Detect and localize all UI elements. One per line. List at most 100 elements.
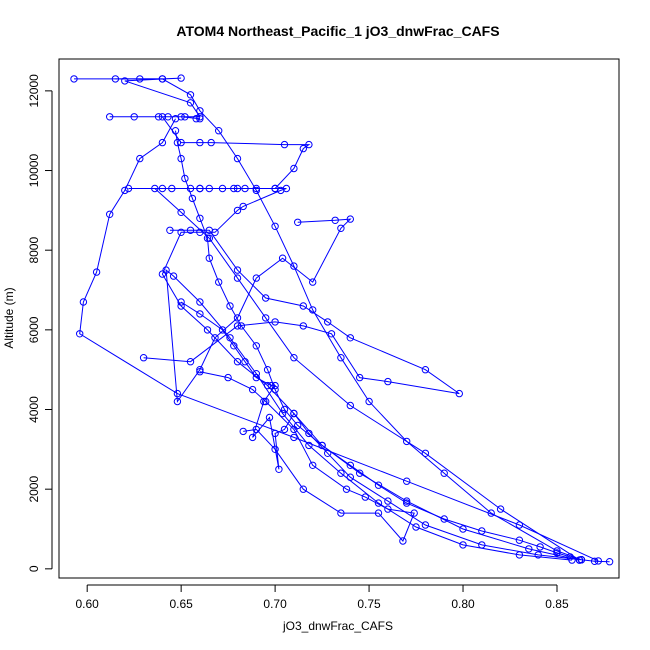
- data-point: [186, 226, 195, 235]
- data-point: [290, 354, 298, 362]
- data-point: [290, 262, 298, 270]
- data-point: [267, 381, 275, 390]
- data-point: [196, 310, 204, 318]
- data-point: [553, 547, 561, 555]
- data-point: [337, 509, 345, 517]
- data-point: [196, 366, 204, 374]
- data-point: [403, 497, 411, 505]
- data-point: [290, 164, 298, 173]
- data-point: [459, 541, 467, 549]
- data-point: [594, 557, 602, 565]
- data-point: [365, 397, 373, 406]
- data-point: [384, 505, 392, 513]
- data-point: [177, 208, 185, 217]
- data-point: [177, 154, 185, 163]
- y-tick-label: 6000: [27, 316, 41, 343]
- data-point: [384, 497, 392, 505]
- data-point: [271, 429, 279, 438]
- data-point: [248, 385, 257, 394]
- data-point: [215, 127, 223, 135]
- data-point: [196, 298, 204, 306]
- data-point: [136, 154, 144, 163]
- data-point: [374, 481, 383, 489]
- data-point: [299, 302, 307, 310]
- data-point: [262, 294, 270, 302]
- series-4: [111, 75, 586, 564]
- data-point: [403, 477, 411, 485]
- data-point: [79, 298, 88, 306]
- data-point: [158, 184, 167, 193]
- series-line: [79, 118, 599, 562]
- x-tick-label: 0.65: [169, 597, 193, 611]
- data-point: [374, 509, 383, 517]
- data-point: [331, 216, 339, 225]
- data-point: [361, 493, 369, 501]
- data-point: [421, 521, 430, 529]
- x-tick-label: 0.80: [451, 597, 475, 611]
- data-point: [346, 334, 354, 342]
- y-tick-label: 2000: [27, 476, 41, 503]
- data-point: [384, 377, 392, 386]
- data-point: [327, 330, 336, 338]
- series-line: [175, 130, 610, 563]
- series-line: [115, 78, 582, 561]
- data-point: [299, 485, 307, 493]
- data-point: [309, 461, 317, 469]
- data-point: [590, 557, 599, 565]
- data-point: [205, 226, 214, 235]
- x-tick-label: 0.60: [76, 597, 100, 611]
- data-point: [196, 228, 204, 237]
- data-point: [211, 334, 219, 342]
- series-line: [143, 229, 460, 395]
- data-point: [192, 115, 200, 123]
- data-point: [410, 509, 418, 517]
- data-point: [263, 366, 272, 374]
- plot-frame: [58, 58, 620, 579]
- data-point: [106, 210, 114, 219]
- data-point: [111, 75, 120, 83]
- series-3: [70, 74, 204, 123]
- data-point: [92, 268, 101, 276]
- series-10: [196, 368, 418, 545]
- series-line: [180, 301, 582, 561]
- x-tick-label: 0.85: [545, 597, 569, 611]
- data-point: [121, 186, 129, 195]
- data-point: [241, 184, 249, 193]
- data-point: [252, 425, 260, 434]
- data-point: [260, 397, 268, 406]
- data-point: [252, 186, 260, 195]
- data-point: [262, 314, 270, 322]
- plot-series: [70, 74, 614, 566]
- series-9: [177, 298, 586, 564]
- data-point: [275, 465, 283, 473]
- data-point: [196, 115, 204, 123]
- data-point: [186, 99, 195, 107]
- data-point: [525, 545, 533, 553]
- data-point: [305, 441, 313, 450]
- data-point: [233, 358, 242, 366]
- data-point: [252, 373, 260, 382]
- data-point: [233, 154, 242, 163]
- chart-title: ATOM4 Northeast_Pacific_1 jO3_dnwFrac_CA…: [176, 23, 499, 39]
- data-point: [177, 113, 185, 121]
- data-point: [215, 278, 223, 286]
- data-point: [177, 298, 185, 306]
- x-tick-label: 0.70: [263, 597, 287, 611]
- data-point: [412, 523, 420, 531]
- data-point: [196, 107, 204, 115]
- data-point: [169, 272, 178, 280]
- data-point: [196, 184, 204, 193]
- data-point: [205, 234, 214, 242]
- data-point: [605, 558, 614, 566]
- y-tick-label: 10000: [27, 154, 41, 188]
- data-point: [230, 342, 238, 350]
- data-point: [278, 254, 287, 262]
- data-point: [271, 445, 279, 453]
- data-point: [553, 549, 561, 557]
- data-point: [346, 215, 354, 223]
- data-point: [271, 222, 279, 231]
- data-point: [299, 144, 307, 153]
- data-point: [177, 74, 185, 82]
- data-point: [459, 525, 467, 533]
